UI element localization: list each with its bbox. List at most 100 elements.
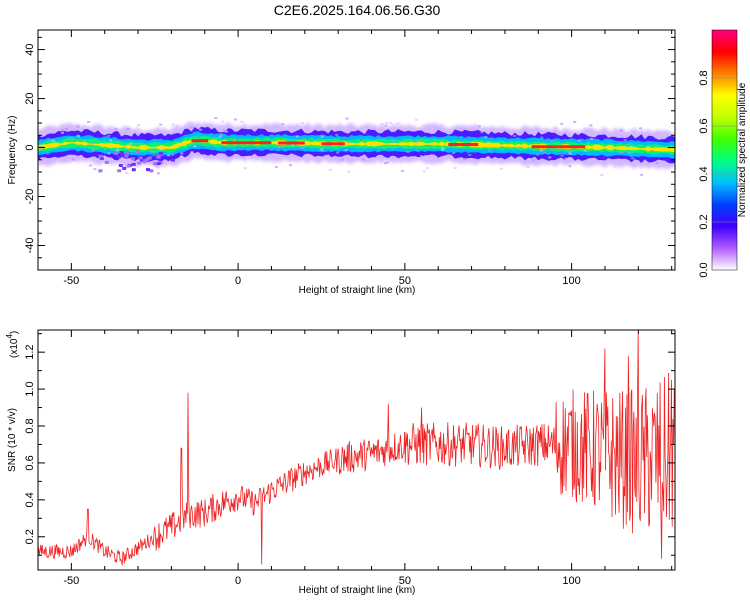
heatmap-speckle xyxy=(627,151,631,154)
heatmap-speckle xyxy=(361,158,365,161)
heatmap-speckle xyxy=(655,162,659,164)
heatmap-peak xyxy=(191,139,209,143)
heatmap-speckle xyxy=(527,166,530,169)
heatmap-speckle xyxy=(425,167,429,170)
heatmap-speckle xyxy=(301,122,304,125)
snr-xlabel: Height of straight line (km) xyxy=(299,585,416,596)
y-tick-label: -40 xyxy=(24,238,36,254)
y-tick-label: 0 xyxy=(24,144,36,150)
heatmap-speckle xyxy=(71,158,75,161)
heatmap-speckle xyxy=(180,152,184,155)
heatmap-speckle xyxy=(563,148,567,151)
heatmap-speckle xyxy=(114,127,118,130)
x-tick-label: 100 xyxy=(562,575,580,587)
heatmap-speckle xyxy=(171,158,175,162)
heatmap-speckle xyxy=(93,168,97,171)
heatmap-speckle xyxy=(335,133,339,136)
colorbar-tick-label: 0.6 xyxy=(698,118,710,133)
x-tick-label: 100 xyxy=(562,275,580,287)
heatmap-speckle xyxy=(291,144,295,146)
colorbar-label: Normalized spectral amplitude xyxy=(737,82,748,217)
heatmap-speckle xyxy=(392,140,396,143)
heatmap-speckle xyxy=(600,174,604,176)
heatmap-speckle xyxy=(477,125,481,128)
heatmap-speckle xyxy=(193,145,197,148)
y-tick-label: 0.6 xyxy=(24,455,36,470)
heatmap-speckle xyxy=(638,127,642,130)
heatmap-speckle xyxy=(98,154,103,158)
heatmap-peak xyxy=(278,141,305,145)
snr-plot-area xyxy=(38,330,675,570)
heatmap-speckle xyxy=(420,155,423,158)
heatmap-speckle xyxy=(48,138,52,141)
heatmap-speckle xyxy=(90,142,94,145)
heatmap-speckle xyxy=(289,164,292,167)
y-tick-label: 0.4 xyxy=(24,492,36,507)
heatmap-speckle xyxy=(540,136,544,139)
heatmap-speckle xyxy=(146,168,150,172)
snr-multiplier-exp: 4 xyxy=(5,334,14,339)
chart-title: C2E6.2025.164.06.56.G30 xyxy=(274,2,441,18)
heatmap-speckle xyxy=(344,149,348,152)
x-tick-label: 0 xyxy=(235,575,241,587)
heatmap-speckle xyxy=(107,134,111,137)
heatmap-speckle xyxy=(138,156,143,160)
heatmap-speckle xyxy=(468,153,472,156)
heatmap-speckle xyxy=(577,139,581,142)
heatmap-speckle xyxy=(347,170,351,173)
colorbar-ticks: 0.0 0.2 0.4 0.6 0.8 xyxy=(698,70,737,278)
heatmap-speckle xyxy=(234,118,237,121)
heatmap-speckle xyxy=(126,127,130,130)
heatmap-speckle xyxy=(131,162,136,166)
heatmap-speckle xyxy=(336,151,340,154)
heatmap-speckle xyxy=(422,170,426,173)
heatmap-speckle xyxy=(277,155,281,158)
heatmap-speckle xyxy=(61,131,64,134)
heatmap-speckle xyxy=(568,165,572,168)
heatmap-speckle xyxy=(320,148,324,151)
x-tick-label: -50 xyxy=(63,275,79,287)
heatmap-speckle xyxy=(69,137,73,140)
heatmap-speckle xyxy=(453,167,457,169)
heatmap-speckle xyxy=(51,139,55,142)
heatmap-speckle xyxy=(518,146,522,149)
colorbar: 0.0 0.2 0.4 0.6 0.8 Normalized spectral ampl… xyxy=(698,29,748,278)
svg-text:(x104): (x104) xyxy=(5,331,20,358)
heatmap-speckle xyxy=(583,149,587,152)
heatmap-speckle xyxy=(120,154,124,158)
heatmap-speckle xyxy=(143,159,148,163)
heatmap-speckle xyxy=(414,148,418,151)
heatmap-speckle xyxy=(87,121,91,123)
y-tick-label: 40 xyxy=(24,43,36,55)
heatmap-speckle xyxy=(156,166,160,169)
spectrogram-ylabel: Frequency (Hz) xyxy=(7,116,18,185)
heatmap-speckle xyxy=(569,150,573,153)
heatmap-speckle xyxy=(96,158,100,161)
heatmap-speckle xyxy=(117,169,122,173)
colorbar-tick-label: 0.8 xyxy=(698,70,710,85)
heatmap-speckle xyxy=(654,136,658,139)
heatmap-speckle xyxy=(104,160,109,164)
heatmap-speckle xyxy=(414,119,418,121)
snr-multiplier-close: ) xyxy=(9,331,20,334)
snr-frame xyxy=(37,329,676,571)
heatmap-speckle xyxy=(116,149,119,152)
heatmap-speckle xyxy=(240,120,244,123)
heatmap-speckle xyxy=(137,161,142,165)
heatmap-speckle xyxy=(129,143,133,146)
heatmap-speckle xyxy=(91,149,95,152)
snr-ticks: -50 0 50 100 0.2 0.4 0.6 0.8 1.0 1.2 xyxy=(24,330,675,587)
snr-multiplier: (x104) xyxy=(5,331,20,358)
heatmap-speckle xyxy=(119,151,124,155)
heatmap-speckle xyxy=(243,167,247,170)
heatmap-speckle xyxy=(384,162,388,165)
heatmap-speckle xyxy=(190,126,194,129)
heatmap-speckle xyxy=(320,135,324,138)
heatmap-speckle xyxy=(589,124,593,127)
heatmap-speckle xyxy=(499,167,503,170)
heatmap-speckle xyxy=(539,149,543,152)
heatmap-speckle xyxy=(623,139,627,141)
heatmap-speckle xyxy=(158,151,163,155)
heatmap-speckle xyxy=(61,128,65,131)
heatmap-speckle xyxy=(629,146,633,149)
